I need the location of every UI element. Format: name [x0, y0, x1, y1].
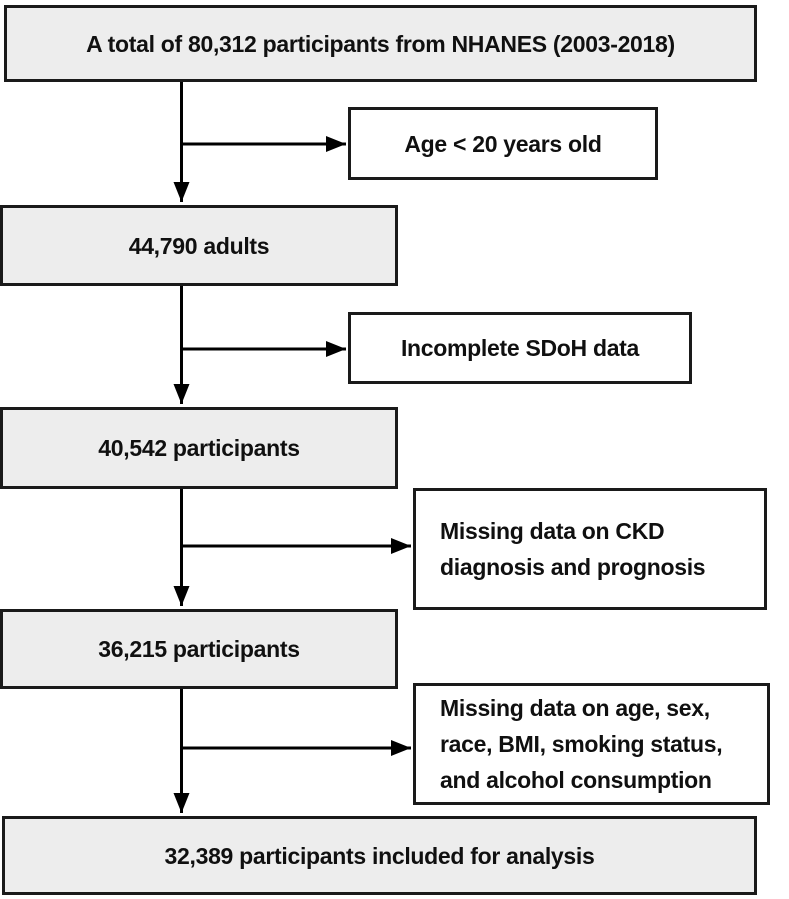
exclusion-box-covariates-line-3: and alcohol consumption — [440, 767, 712, 793]
exclusion-box-age: Age < 20 years old — [348, 107, 658, 180]
box-complete-sdoh: 40,542 participants — [0, 407, 398, 489]
exclusion-box-sdoh-line: Incomplete SDoH data — [400, 335, 640, 361]
box-complete-sdoh-label: 40,542 participants — [98, 435, 300, 461]
box-final-analysis: 32,389 participants included for analysi… — [2, 816, 757, 895]
box-complete-ckd: 36,215 participants — [0, 609, 398, 689]
exclusion-box-ckd-line-2: diagnosis and prognosis — [440, 554, 706, 580]
box-adults: 44,790 adults — [0, 205, 398, 286]
exclusion-box-ckd-line-1: Missing data on CKD — [440, 518, 665, 544]
box-complete-ckd-label: 36,215 participants — [98, 636, 300, 662]
exclusion-box-covariates: Missing data on age, sex, race, BMI, smo… — [413, 683, 770, 805]
exclusion-box-age-line: Age < 20 years old — [404, 130, 602, 157]
box-total-participants-label: A total of 80,312 participants from NHAN… — [86, 30, 675, 57]
box-adults-label: 44,790 adults — [128, 232, 270, 259]
box-total-participants: A total of 80,312 participants from NHAN… — [4, 5, 757, 82]
box-final-analysis-label: 32,389 participants included for analysi… — [164, 842, 595, 869]
exclusion-box-covariates-line-2: race, BMI, smoking status, — [440, 731, 723, 757]
exclusion-box-covariates-line-1: Missing data on age, sex, — [440, 695, 710, 721]
exclusion-box-ckd: Missing data on CKD diagnosis and progno… — [413, 488, 767, 610]
exclusion-box-sdoh: Incomplete SDoH data — [348, 312, 692, 384]
